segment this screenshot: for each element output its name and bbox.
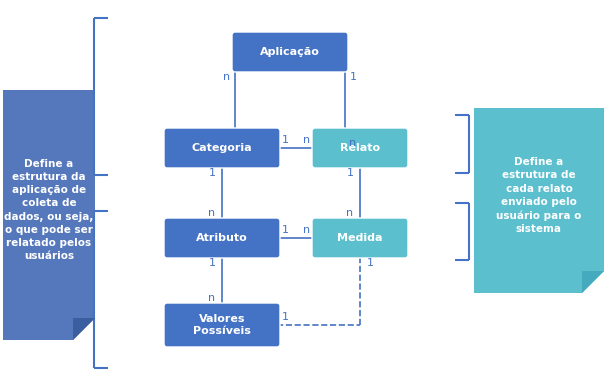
Text: 1: 1 — [346, 168, 354, 178]
Text: 1: 1 — [282, 135, 288, 145]
Text: n: n — [223, 72, 231, 82]
Text: 1: 1 — [349, 72, 357, 82]
Text: n: n — [346, 208, 354, 218]
Text: Valores
Possíveis: Valores Possíveis — [193, 314, 251, 336]
Text: 1: 1 — [282, 225, 288, 235]
Text: 1: 1 — [367, 258, 373, 268]
Polygon shape — [73, 318, 95, 340]
Text: Medida: Medida — [337, 233, 382, 243]
Polygon shape — [474, 108, 604, 293]
FancyBboxPatch shape — [164, 128, 280, 168]
FancyBboxPatch shape — [312, 128, 408, 168]
FancyBboxPatch shape — [232, 32, 348, 72]
Text: Categoria: Categoria — [192, 143, 252, 153]
Polygon shape — [582, 271, 604, 293]
Text: Atributo: Atributo — [196, 233, 248, 243]
Text: 1: 1 — [282, 312, 288, 322]
Text: 1: 1 — [209, 168, 215, 178]
Text: 1: 1 — [209, 258, 215, 268]
Polygon shape — [3, 90, 95, 340]
Text: Aplicação: Aplicação — [260, 47, 320, 57]
Text: Define a
estrutura de
cada relato
enviado pelo
usuário para o
sistema: Define a estrutura de cada relato enviad… — [496, 157, 581, 234]
FancyBboxPatch shape — [312, 218, 408, 258]
Text: n: n — [209, 208, 215, 218]
Text: n: n — [209, 293, 215, 303]
Text: n: n — [304, 135, 310, 145]
Text: n: n — [304, 225, 310, 235]
Text: n: n — [223, 138, 231, 148]
Text: n: n — [349, 138, 357, 148]
Text: Relato: Relato — [340, 143, 380, 153]
FancyBboxPatch shape — [164, 218, 280, 258]
Text: Define a
estrutura da
aplicação de
coleta de
dados, ou seja,
o que pode ser
rela: Define a estrutura da aplicação de colet… — [4, 159, 94, 261]
FancyBboxPatch shape — [164, 303, 280, 347]
